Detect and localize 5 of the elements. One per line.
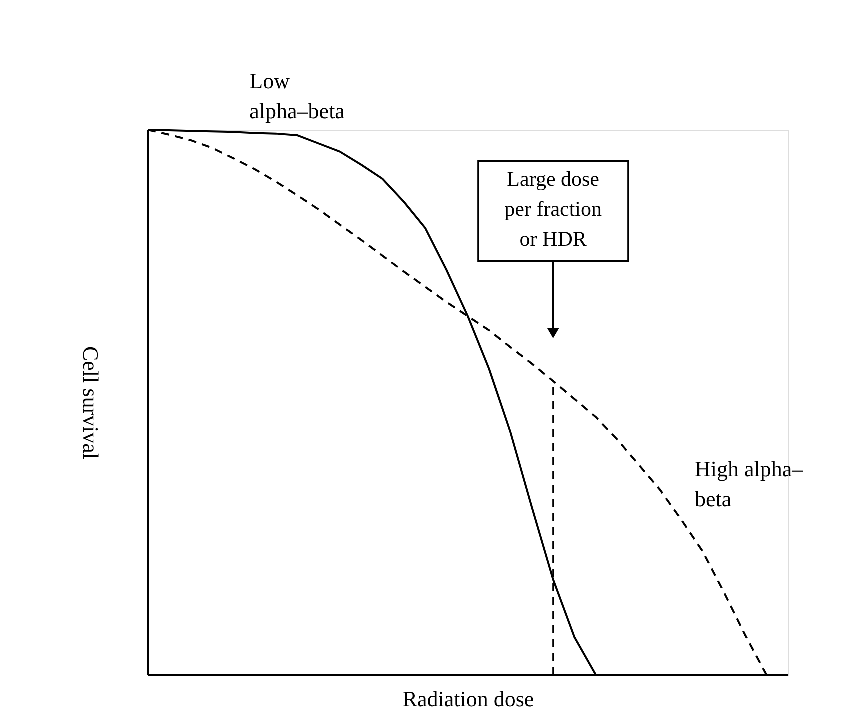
series-label: High alpha–beta xyxy=(695,456,804,512)
x-axis-title: Radiation dose xyxy=(402,686,534,712)
series-label: Low alpha–beta xyxy=(250,68,346,124)
y-axis-title: Cell survival xyxy=(78,346,104,460)
annotation: Large dose per fraction or HDR xyxy=(504,167,603,252)
